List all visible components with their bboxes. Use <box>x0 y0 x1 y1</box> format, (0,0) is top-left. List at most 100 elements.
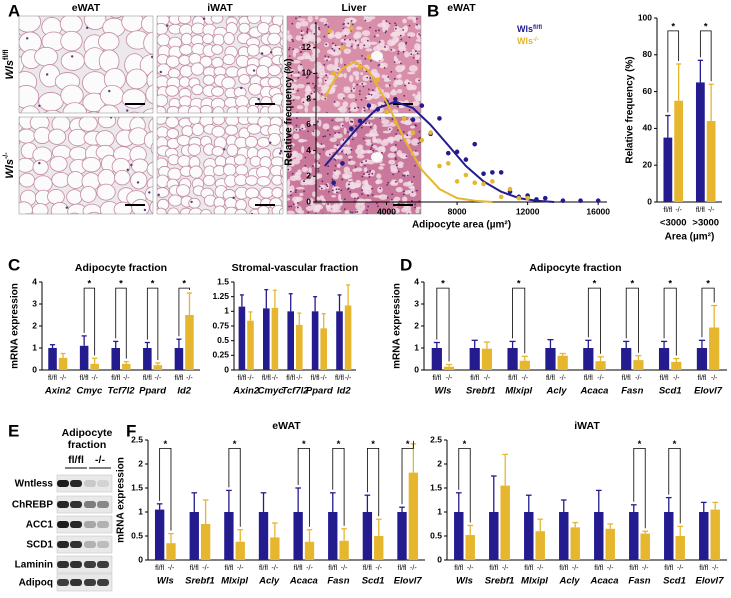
hepatocyte-vacuole <box>365 94 373 101</box>
nucleus <box>361 189 363 192</box>
adipocyte <box>234 154 247 166</box>
nucleus <box>388 22 391 25</box>
adipocyte <box>267 64 282 77</box>
nucleus <box>366 171 369 173</box>
nucleus <box>317 167 320 170</box>
group-label: fl/fl <box>190 565 199 572</box>
group-label: -/- <box>635 375 642 382</box>
protein-label: SCD1 <box>26 540 53 551</box>
blot-band <box>57 480 69 487</box>
data-point <box>340 45 345 51</box>
nucleus <box>341 43 343 46</box>
hepatocyte-vacuole <box>306 180 316 186</box>
hepatocyte-vacuole <box>352 44 357 50</box>
nucleus <box>312 82 314 85</box>
nucleus <box>331 189 334 192</box>
nucleus <box>342 139 345 141</box>
hepatocyte-vacuole <box>287 89 294 95</box>
nucleus <box>322 135 325 138</box>
nucleus <box>384 31 387 34</box>
nucleus <box>318 153 321 155</box>
nucleus <box>385 30 388 33</box>
adipocyte <box>271 187 283 199</box>
nucleus <box>372 149 375 152</box>
group-label: -/- <box>597 375 604 382</box>
nucleus <box>295 17 297 20</box>
bar <box>185 315 194 370</box>
nucleus <box>357 106 360 109</box>
hepatocyte-vacuole <box>305 206 314 212</box>
x-tick-label: 4000 <box>377 206 396 216</box>
nucleus <box>400 62 402 65</box>
nucleus <box>343 208 346 211</box>
nucleus <box>366 76 369 79</box>
hepatocyte-vacuole <box>382 25 389 33</box>
nucleus <box>325 43 328 46</box>
hepatocyte-vacuole <box>317 119 322 127</box>
significance-star: * <box>463 439 467 450</box>
nucleus <box>301 37 304 40</box>
category-label: Scd1 <box>663 576 686 587</box>
adipocyte <box>191 84 204 96</box>
nucleus <box>326 172 329 175</box>
hepatocyte-vacuole <box>287 178 291 186</box>
adipocyte <box>32 159 49 176</box>
nucleus <box>325 74 328 76</box>
adipocyte <box>237 215 250 227</box>
adipocyte <box>199 104 213 113</box>
group-label: fl/fl <box>546 375 555 382</box>
significance-star: * <box>302 439 306 450</box>
y-tick-label: 2 <box>138 458 143 468</box>
group-label: fl/fl <box>286 375 295 382</box>
adipocyte <box>257 136 271 148</box>
data-point <box>410 130 416 135</box>
nucleus <box>130 163 133 167</box>
legend-entry: Wlsfl/fl <box>517 24 542 34</box>
group-label: -/- <box>467 565 474 572</box>
nucleus <box>341 150 343 153</box>
blot-band <box>57 579 69 586</box>
nucleus <box>109 117 113 119</box>
hepatocyte-vacuole <box>323 80 332 84</box>
y-tick-label: 0 <box>437 554 442 564</box>
nucleus <box>322 148 325 151</box>
adipocyte <box>272 16 283 18</box>
nucleus <box>402 28 405 31</box>
adipocyte <box>211 125 226 138</box>
nucleus <box>320 92 323 95</box>
nucleus <box>373 35 376 38</box>
nucleus <box>391 193 394 196</box>
nucleus <box>288 48 290 51</box>
nucleus <box>340 189 343 192</box>
category-label: Scd1 <box>659 386 682 397</box>
hepatocyte-vacuole <box>292 50 297 58</box>
nucleus <box>414 206 416 209</box>
data-point <box>516 195 522 201</box>
bar <box>344 305 352 370</box>
adipocyte <box>97 117 117 129</box>
hepatocyte-vacuole <box>287 34 293 42</box>
blot-band <box>57 521 69 528</box>
nucleus <box>260 52 264 55</box>
significance-bracket <box>366 448 380 517</box>
adipocyte <box>224 124 239 136</box>
nucleus <box>190 200 193 204</box>
nucleus <box>126 168 129 172</box>
adipocyte <box>165 117 180 129</box>
row-label-genotype: fl/fl <box>3 49 10 60</box>
hepatocyte-vacuole <box>314 204 322 208</box>
hepatocyte-vacuole <box>347 93 356 99</box>
hepatocyte-vacuole <box>334 117 342 122</box>
hepatocyte-vacuole <box>356 154 365 159</box>
nucleus <box>342 97 345 100</box>
adipocyte <box>69 212 80 214</box>
nucleus <box>392 173 395 176</box>
adipocyte <box>256 176 271 187</box>
nucleus <box>413 175 415 178</box>
category-label: Acly <box>546 386 568 397</box>
significance-bracket <box>701 287 715 338</box>
hepatocyte-vacuole <box>287 197 291 201</box>
legend-superscript: -/- <box>533 37 539 43</box>
data-point <box>366 54 372 60</box>
significance-star: * <box>593 279 597 290</box>
